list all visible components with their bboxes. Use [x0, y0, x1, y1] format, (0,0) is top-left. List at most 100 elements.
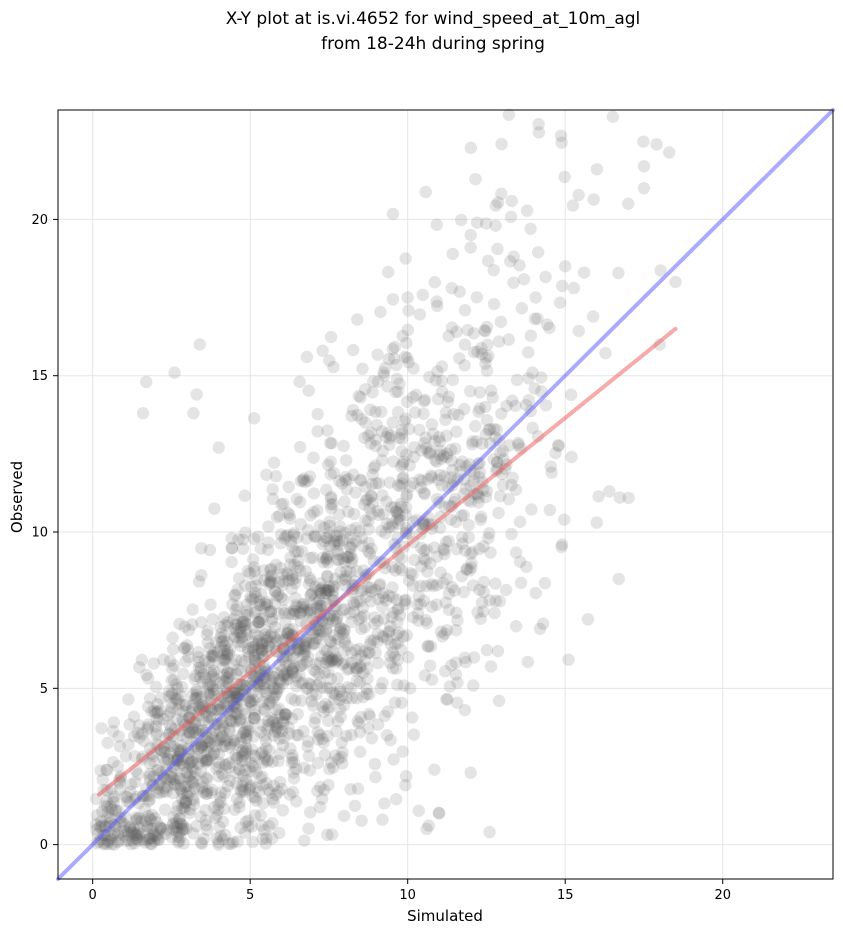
scatter-point — [247, 712, 261, 725]
scatter-point — [480, 414, 494, 427]
scatter-point — [277, 670, 290, 683]
scatter-point — [274, 537, 287, 550]
scatter-point — [257, 678, 271, 691]
scatter-point — [174, 772, 187, 786]
scatter-point — [606, 110, 620, 123]
scatter-point — [386, 293, 400, 306]
scatter-point — [140, 781, 153, 795]
scatter-point — [296, 676, 309, 690]
scatter-point — [637, 160, 651, 173]
scatter-point — [266, 670, 280, 683]
scatter-point — [233, 763, 246, 776]
scatter-point — [157, 752, 170, 765]
scatter-point — [172, 771, 186, 785]
scatter-point — [130, 812, 144, 826]
scatter-point — [355, 413, 368, 426]
scatter-point — [394, 643, 408, 656]
scatter-point — [438, 627, 451, 640]
scatter-point — [388, 650, 401, 663]
scatter-point — [484, 546, 497, 559]
scatter-point — [401, 651, 415, 664]
scatter-point — [309, 665, 323, 678]
scatter-point — [283, 508, 296, 522]
scatter-point — [293, 375, 306, 388]
scatter-point — [257, 702, 271, 716]
scatter-point — [375, 524, 388, 538]
scatter-point — [276, 715, 290, 728]
scatter-point — [359, 480, 372, 494]
scatter-point — [637, 135, 650, 148]
scatter-point — [437, 449, 450, 463]
scatter-point — [434, 444, 447, 458]
scatter-point — [353, 726, 367, 739]
scatter-point — [397, 471, 410, 484]
scatter-point — [266, 755, 279, 768]
scatter-point — [314, 599, 327, 612]
scatter-point — [319, 697, 332, 711]
scatter-point — [229, 588, 242, 601]
scatter-point — [337, 644, 351, 657]
scatter-point — [231, 600, 244, 613]
scatter-point — [205, 783, 219, 796]
scatter-point — [314, 780, 327, 794]
scatter-point — [244, 779, 257, 792]
scatter-point — [487, 263, 500, 277]
scatter-point — [236, 630, 249, 643]
scatter-point — [223, 774, 237, 788]
scatter-point — [411, 598, 424, 611]
scatter-point — [319, 624, 333, 637]
scatter-point — [462, 518, 475, 532]
scatter-point — [316, 344, 329, 357]
scatter-point — [317, 535, 331, 548]
scatter-point — [265, 674, 279, 687]
scatter-point — [137, 833, 150, 846]
scatter-point — [245, 820, 259, 833]
scatter-point — [396, 472, 409, 485]
scatter-point — [267, 796, 280, 809]
scatter-point — [177, 796, 191, 809]
scatter-point — [430, 295, 443, 308]
scatter-point — [345, 615, 358, 629]
scatter-point — [286, 573, 299, 587]
scatter-point — [236, 748, 250, 761]
scatter-point — [432, 473, 445, 487]
scatter-point — [391, 385, 405, 398]
scatter-point — [247, 749, 260, 762]
scatter-point — [332, 553, 346, 566]
scatter-point — [326, 497, 340, 511]
scatter-point — [184, 769, 197, 782]
scatter-point — [193, 671, 207, 684]
scatter-point — [129, 828, 143, 841]
scatter-point — [234, 821, 247, 835]
scatter-point — [183, 806, 196, 820]
scatter-point — [279, 529, 292, 543]
scatter-point — [203, 678, 217, 691]
scatter-point — [321, 548, 335, 561]
scatter-point — [271, 721, 284, 734]
scatter-point — [473, 466, 487, 479]
scatter-point — [301, 740, 314, 753]
scatter-point — [333, 693, 346, 706]
scatter-point — [292, 729, 305, 742]
scatter-point — [322, 584, 336, 597]
chart-title-line-2: from 18-24h during spring — [321, 34, 545, 54]
scatter-point — [221, 616, 234, 629]
scatter-point — [358, 431, 371, 445]
scatter-point — [112, 730, 125, 743]
scatter-point — [327, 579, 340, 592]
scatter-point — [409, 388, 423, 402]
scatter-point — [186, 699, 200, 712]
scatter-point — [294, 615, 308, 628]
scatter-point — [171, 692, 185, 706]
scatter-point — [195, 542, 208, 555]
scatter-point — [365, 732, 378, 745]
scatter-point — [246, 790, 260, 803]
scatter-point — [217, 674, 230, 688]
scatter-point — [322, 714, 335, 728]
scatter-point — [434, 625, 448, 638]
scatter-point — [258, 684, 271, 697]
scatter-point — [273, 826, 286, 840]
scatter-point — [363, 646, 376, 660]
scatter-point — [495, 137, 508, 151]
scatter-point — [192, 650, 205, 664]
